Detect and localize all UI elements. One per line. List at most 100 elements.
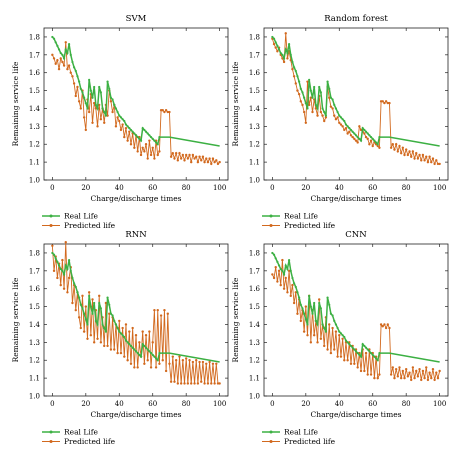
data-point	[294, 291, 297, 294]
data-point	[128, 127, 131, 130]
data-point	[321, 114, 324, 117]
data-point	[334, 323, 338, 326]
data-point	[52, 57, 56, 60]
data-point	[173, 157, 176, 160]
x-tick-label: 20	[301, 400, 310, 408]
data-point	[133, 132, 136, 135]
data-point	[171, 355, 174, 358]
series-line	[271, 33, 440, 166]
legend-label: Real Life	[284, 212, 318, 221]
data-point	[343, 128, 346, 132]
data-point	[51, 53, 54, 57]
data-point	[289, 269, 292, 272]
data-point	[272, 37, 276, 40]
y-tick-label: 1.7	[249, 51, 260, 59]
data-point	[154, 357, 158, 360]
data-point	[339, 123, 343, 126]
data-point	[378, 135, 381, 139]
data-point	[118, 330, 121, 333]
y-tick-label: 1.4	[249, 321, 261, 329]
data-point	[215, 159, 218, 162]
data-point	[282, 273, 286, 276]
data-point	[203, 160, 206, 164]
data-point	[82, 330, 86, 333]
data-point	[81, 91, 84, 94]
data-point	[216, 162, 220, 166]
data-point	[114, 107, 118, 110]
data-point	[62, 287, 66, 290]
data-point	[374, 141, 378, 144]
data-point	[428, 155, 431, 158]
data-point	[139, 153, 143, 157]
data-point	[292, 301, 296, 305]
data-point	[289, 53, 292, 56]
data-point	[208, 360, 211, 364]
data-point	[351, 135, 354, 139]
y-axis-label: Remaining service life	[11, 277, 20, 362]
data-point	[74, 308, 77, 312]
data-point	[319, 91, 322, 94]
data-point	[52, 37, 56, 40]
x-tick-label: 80	[182, 400, 191, 408]
data-point	[67, 64, 71, 67]
data-point	[308, 294, 311, 297]
data-point	[151, 146, 154, 150]
data-point	[276, 260, 279, 263]
data-point	[418, 153, 421, 157]
data-point	[393, 148, 396, 151]
legend-marker	[269, 214, 273, 218]
chart-title: RNN	[125, 230, 147, 240]
data-point	[366, 137, 369, 141]
data-point	[284, 264, 287, 267]
data-point	[143, 150, 146, 153]
data-point	[399, 151, 403, 155]
data-point	[333, 114, 336, 117]
data-point	[126, 139, 129, 142]
data-point	[76, 75, 79, 78]
data-point	[319, 307, 322, 310]
data-point	[336, 326, 339, 330]
data-point	[316, 114, 319, 117]
data-point	[146, 157, 149, 160]
data-point	[369, 135, 373, 139]
data-point	[59, 267, 62, 271]
data-point	[301, 307, 304, 310]
data-point	[366, 373, 369, 376]
data-point	[216, 382, 220, 385]
series-real-life	[51, 251, 220, 363]
data-point	[411, 150, 415, 153]
data-point	[183, 159, 186, 162]
y-tick-label: 1.6	[29, 69, 41, 77]
x-tick-label: 100	[213, 400, 226, 408]
data-point	[156, 359, 159, 362]
data-point	[389, 373, 393, 376]
data-point	[272, 42, 276, 46]
data-point	[146, 348, 149, 351]
data-point	[129, 143, 133, 146]
data-point	[119, 351, 123, 355]
data-point	[291, 60, 294, 64]
data-point	[379, 100, 383, 103]
data-point	[141, 127, 144, 130]
data-point	[374, 357, 378, 360]
data-point	[336, 110, 339, 114]
data-point	[78, 80, 81, 83]
data-point	[193, 157, 196, 160]
x-tick-label: 0	[270, 184, 274, 192]
data-point	[64, 241, 67, 244]
data-point	[133, 146, 136, 150]
data-point	[149, 351, 153, 355]
data-point	[154, 141, 158, 144]
data-point	[358, 137, 361, 140]
data-point	[178, 355, 181, 358]
data-point	[181, 153, 185, 157]
data-point	[284, 276, 287, 280]
data-point	[309, 305, 312, 308]
data-point	[338, 330, 341, 333]
data-point	[353, 362, 356, 366]
data-point	[146, 359, 149, 362]
data-point	[324, 330, 327, 333]
data-point	[354, 134, 358, 137]
data-point	[61, 258, 64, 262]
data-point	[298, 80, 301, 83]
